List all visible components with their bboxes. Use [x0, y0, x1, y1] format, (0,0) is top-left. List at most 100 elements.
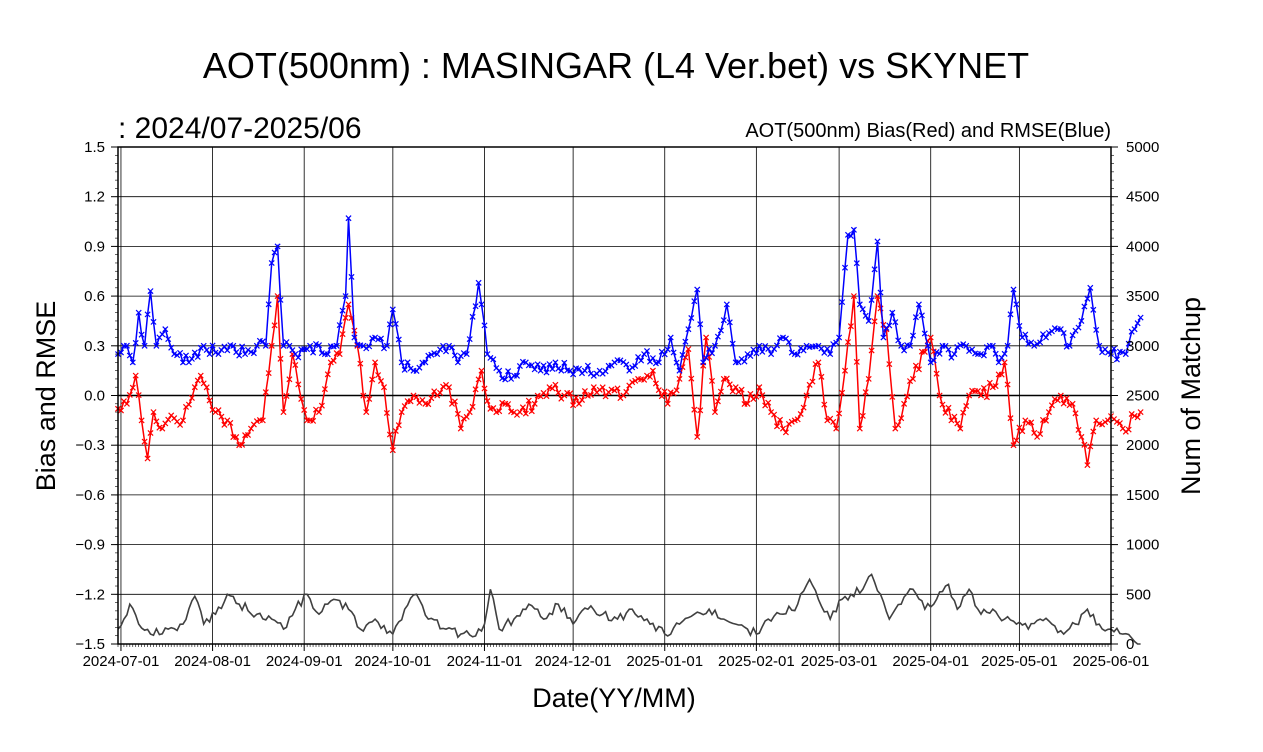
data-point-marker — [1042, 417, 1050, 424]
data-point-marker — [1042, 334, 1050, 341]
data-point-marker — [1010, 442, 1017, 449]
data-point-marker — [1075, 426, 1082, 433]
data-point-marker — [1078, 317, 1085, 325]
data-point-marker — [859, 412, 866, 419]
data-point-marker — [836, 334, 843, 341]
data-point-marker — [841, 367, 849, 374]
y-left-tick-label: 0.6 — [84, 288, 105, 305]
data-point-marker — [212, 409, 219, 416]
x-tick-label: 2024-12-01 — [535, 653, 612, 670]
data-point-marker — [673, 387, 680, 394]
data-point-marker — [345, 215, 352, 222]
data-point-marker — [1090, 428, 1097, 435]
data-point-marker — [954, 420, 961, 427]
data-point-marker — [602, 368, 609, 375]
data-point-marker — [584, 362, 591, 369]
data-point-marker — [1063, 395, 1070, 402]
data-point-marker — [126, 352, 133, 359]
data-point-marker — [573, 394, 580, 401]
data-point-marker — [286, 376, 293, 383]
data-point-marker — [904, 393, 911, 400]
data-point-marker — [886, 322, 893, 329]
data-point-marker — [342, 293, 349, 300]
data-point-marker — [1131, 412, 1138, 419]
data-point-marker — [830, 341, 837, 348]
data-point-marker — [909, 332, 917, 339]
data-point-marker — [794, 416, 801, 423]
data-point-marker — [262, 342, 269, 349]
data-point-marker — [197, 344, 204, 351]
data-point-marker — [782, 429, 789, 436]
data-point-marker — [921, 330, 928, 337]
data-point-marker — [129, 384, 136, 391]
data-point-marker — [1004, 381, 1011, 388]
data-point-marker — [744, 400, 751, 407]
data-point-marker — [729, 340, 736, 347]
series-num-of-matchup — [117, 573, 1141, 645]
data-point-marker — [865, 317, 872, 325]
data-point-marker — [912, 314, 919, 321]
data-point-marker — [351, 334, 358, 341]
data-point-marker — [404, 359, 411, 366]
data-point-marker — [641, 376, 648, 383]
data-point-marker — [366, 343, 373, 350]
data-point-marker — [301, 406, 308, 414]
data-point-marker — [239, 343, 246, 350]
data-point-marker — [428, 395, 435, 402]
data-point-marker — [534, 361, 541, 368]
data-point-marker — [413, 394, 420, 401]
data-point-marker — [1113, 356, 1120, 363]
data-point-marker — [939, 401, 946, 408]
data-point-marker — [191, 384, 198, 391]
data-point-marker — [703, 354, 710, 361]
data-point-marker — [1013, 301, 1020, 308]
data-point-marker — [543, 393, 550, 400]
data-point-marker — [141, 438, 148, 445]
data-point-marker — [505, 368, 512, 375]
data-point-marker — [773, 423, 781, 430]
data-point-marker — [821, 349, 828, 356]
data-point-marker — [348, 273, 355, 280]
data-point-marker — [824, 417, 831, 424]
data-point-marker — [247, 425, 255, 432]
data-point-marker — [123, 400, 130, 407]
data-point-marker — [880, 334, 887, 341]
data-point-marker — [126, 391, 133, 398]
data-point-marker — [664, 400, 671, 407]
data-point-marker — [655, 359, 662, 366]
data-point-marker — [324, 351, 331, 358]
data-point-marker — [818, 373, 825, 380]
data-point-marker — [522, 410, 529, 417]
data-point-marker — [292, 361, 299, 369]
data-point-marker — [185, 401, 192, 408]
grid-layer — [118, 146, 1112, 645]
y-right-tick-label: 5000 — [1126, 139, 1159, 156]
data-point-marker — [215, 407, 222, 414]
data-point-marker — [147, 288, 154, 295]
series-layer — [114, 215, 1144, 645]
data-point-marker — [1022, 331, 1029, 338]
data-point-marker — [277, 355, 284, 362]
data-point-marker — [366, 395, 373, 403]
data-point-marker — [995, 359, 1002, 366]
data-point-marker — [1110, 345, 1118, 352]
series-rmse — [114, 215, 1144, 383]
data-point-marker — [726, 381, 733, 388]
data-point-marker — [1104, 417, 1112, 424]
data-point-marker — [1084, 295, 1091, 302]
data-point-marker — [871, 266, 878, 273]
data-point-marker — [992, 383, 999, 390]
x-tick-label: 2024-10-01 — [354, 653, 431, 670]
data-point-marker — [236, 352, 243, 359]
data-point-marker — [1037, 430, 1044, 438]
y-right-tick-label: 3500 — [1126, 288, 1159, 305]
data-point-marker — [827, 351, 834, 358]
data-point-marker — [310, 349, 317, 356]
data-point-marker — [623, 388, 630, 395]
data-point-marker — [333, 342, 340, 349]
data-point-marker — [531, 400, 538, 407]
data-point-marker — [440, 383, 447, 390]
data-point-marker — [570, 402, 577, 409]
data-point-marker — [490, 356, 497, 363]
data-point-marker — [898, 415, 905, 422]
